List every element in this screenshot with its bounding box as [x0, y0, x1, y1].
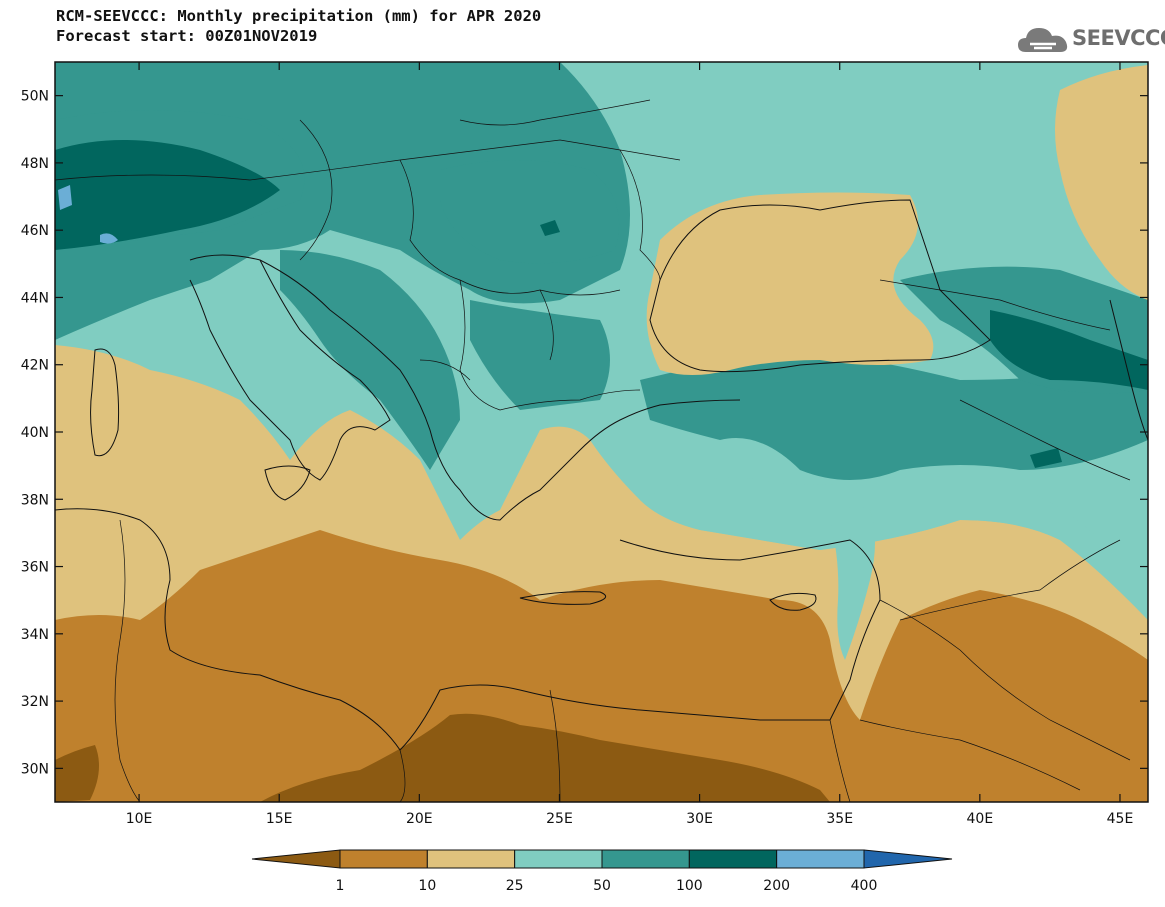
lon-tick-label: 30E [686, 811, 713, 827]
latitude-axis: 50N 48N 46N 44N 42N 40N 38N 36N 34N 32N 30N [21, 89, 1148, 777]
lon-tick-label: 25E [546, 811, 573, 827]
colorbar: 1 10 25 50 100 200 400 [251, 849, 953, 894]
lat-tick-label: 42N [21, 358, 49, 374]
cloud-icon [1018, 28, 1068, 52]
colorbar-segment [251, 849, 341, 869]
colorbar-label: 10 [418, 878, 436, 894]
lat-tick-label: 40N [21, 425, 49, 441]
colorbar-segment [863, 849, 953, 869]
lat-tick-label: 44N [21, 290, 49, 306]
colorbar-segment [776, 849, 865, 869]
title-block: RCM-SEEVCCC: Monthly precipitation (mm) … [56, 6, 541, 46]
seevccc-logo: SEEVCCC [1016, 22, 1165, 58]
lon-tick-label: 45E [1107, 811, 1134, 827]
colorbar-segment [688, 849, 778, 869]
colorbar-label: 25 [506, 878, 524, 894]
colorbar-segment [601, 849, 690, 869]
lat-tick-label: 30N [21, 761, 49, 777]
logo-text: SEEVCCC [1072, 26, 1165, 50]
lat-tick-label: 46N [21, 223, 49, 239]
lat-tick-label: 48N [21, 156, 49, 172]
map-subtitle: Forecast start: 00Z01NOV2019 [56, 27, 318, 45]
map-title: RCM-SEEVCCC: Monthly precipitation (mm) … [56, 7, 542, 25]
lat-tick-label: 36N [21, 560, 49, 576]
colorbar-label: 100 [676, 878, 703, 894]
lat-tick-label: 32N [21, 694, 49, 710]
longitude-axis: 10E 15E 20E 25E 30E 35E 40E 45E [126, 62, 1134, 827]
coastlines [55, 199, 1148, 751]
lat-tick-label: 50N [21, 89, 49, 105]
colorbar-label: 1 [336, 878, 345, 894]
colorbar-label: 400 [851, 878, 878, 894]
colorbar-segment [426, 849, 516, 869]
country-borders [55, 99, 1131, 802]
lon-tick-label: 20E [406, 811, 433, 827]
lon-tick-label: 10E [126, 811, 153, 827]
lat-tick-label: 34N [21, 627, 49, 643]
lon-tick-label: 40E [967, 811, 994, 827]
lon-tick-label: 35E [826, 811, 853, 827]
colorbar-label: 200 [763, 878, 790, 894]
colorbar-label: 50 [593, 878, 611, 894]
lat-tick-label: 38N [21, 492, 49, 508]
colorbar-segment [339, 849, 428, 869]
colorbar-segment [514, 849, 603, 869]
lon-tick-label: 15E [266, 811, 293, 827]
